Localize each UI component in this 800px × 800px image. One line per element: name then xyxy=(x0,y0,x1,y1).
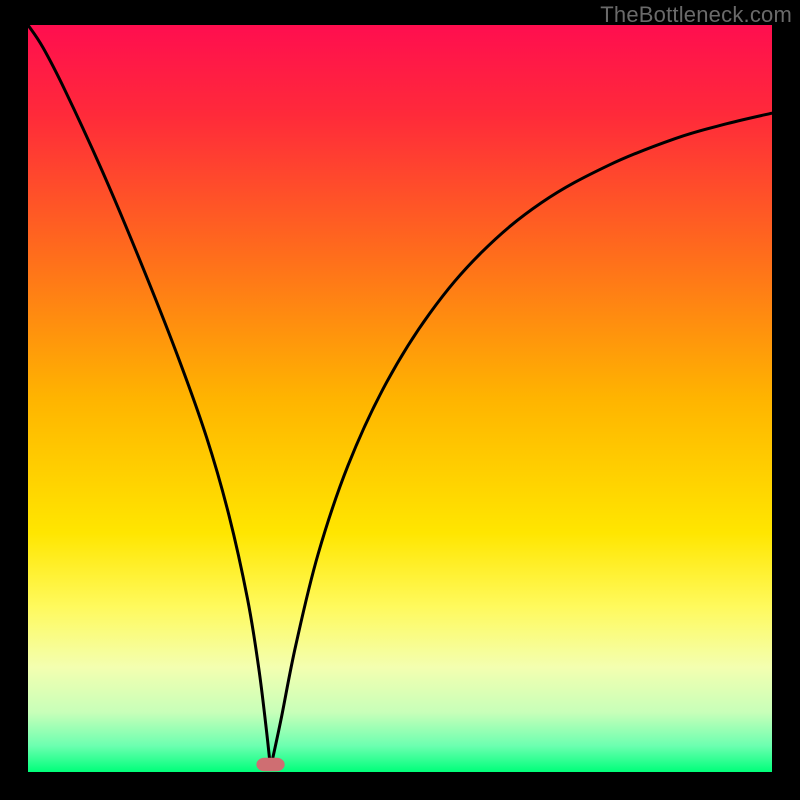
watermark-text: TheBottleneck.com xyxy=(600,2,792,28)
bottleneck-curve-chart xyxy=(0,0,800,800)
chart-frame xyxy=(0,0,800,800)
